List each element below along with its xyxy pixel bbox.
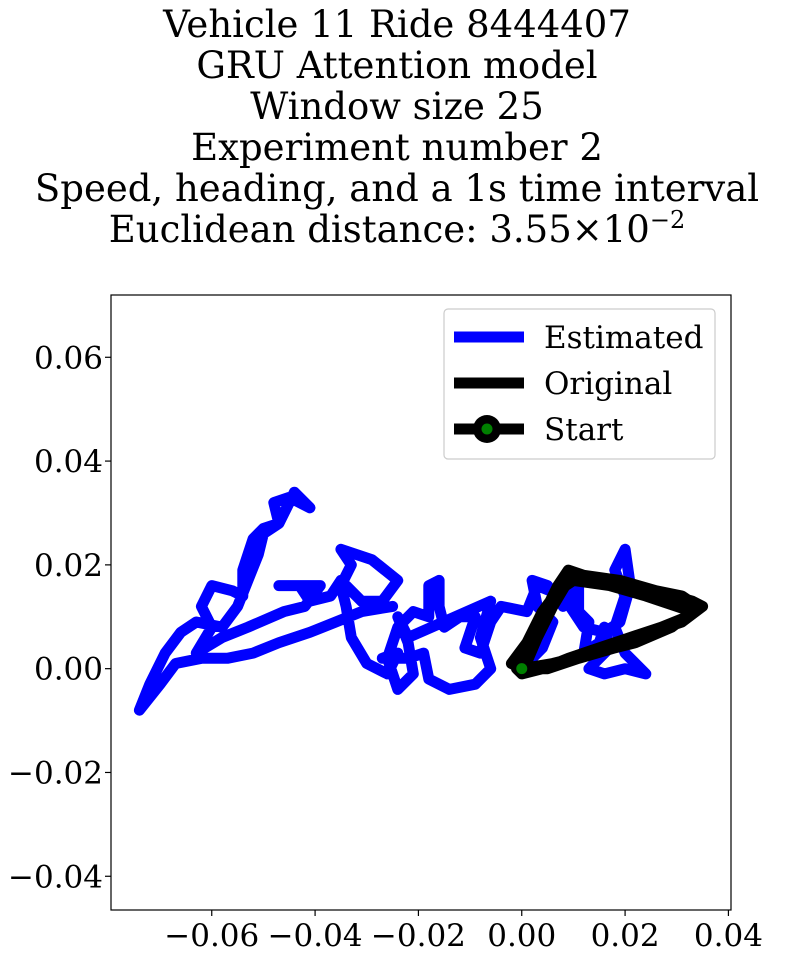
legend-box [443,308,716,460]
x-tick-label: 0.00 [487,918,556,954]
title-line-1: Vehicle 11 Ride 8444407 [163,3,631,46]
y-tick-label: −0.02 [8,755,103,791]
legend-label-original: Original [544,366,672,402]
start-point-marker [516,663,528,675]
metric-exponent: −2 [649,206,686,234]
title-line-4: Experiment number 2 [191,126,603,169]
x-tick-label: −0.02 [371,918,466,954]
y-tick-label: 0.00 [34,652,103,688]
y-tick-label: 0.06 [34,340,103,376]
x-tick-label: −0.04 [268,918,363,954]
series-line-estimated [133,486,652,716]
metric-text: Euclidean distance: 3.55×10 [108,208,650,251]
y-tick-label: 0.04 [34,444,103,480]
plot-frame [110,294,732,911]
legend-label-start: Start [544,412,624,448]
y-tick-label: 0.02 [34,548,103,584]
title-line-6: Euclidean distance: 3.55×10−2 [0,206,794,251]
legend: Estimated Original Start [443,308,716,460]
legend-label-estimated: Estimated [544,320,703,356]
title-line-2: GRU Attention model [196,44,598,87]
x-tick-label: −0.06 [164,918,259,954]
series-layer [133,486,709,716]
title-line-3: Window size 25 [250,85,544,128]
title-line-5: Speed, heading, and a 1s time interval [34,167,760,210]
x-tick-label: 0.02 [591,918,660,954]
x-tick-label: 0.04 [694,918,763,954]
legend-start-dot [481,423,493,435]
series-line-original [505,564,709,680]
y-tick-label: −0.04 [8,859,103,895]
ticks-layer: −0.06 −0.04 −0.02 0.00 0.02 0.04−0.04−0.020.0… [8,340,763,954]
